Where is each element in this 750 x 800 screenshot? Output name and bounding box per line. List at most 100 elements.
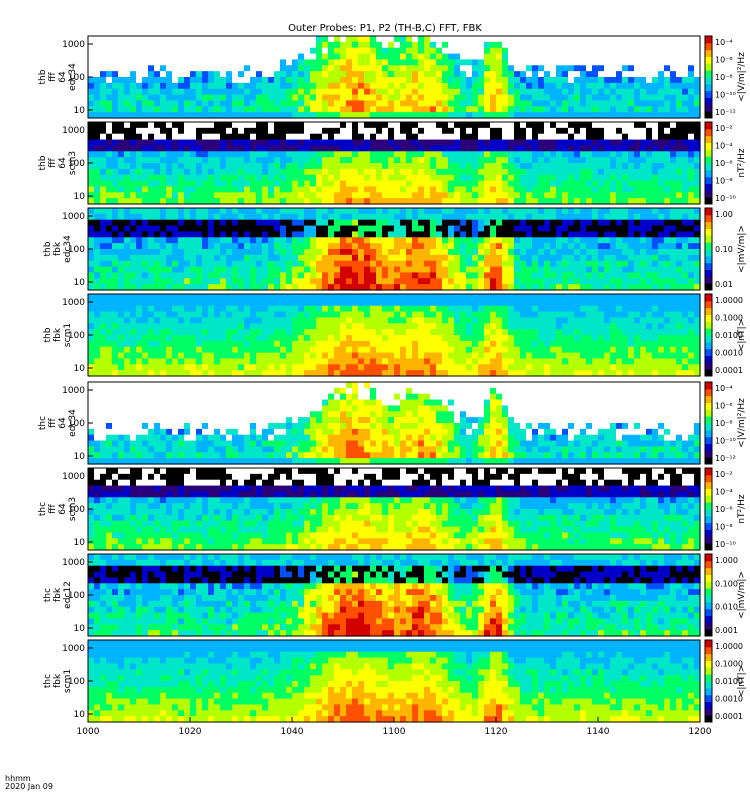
heatmap-cell <box>226 317 233 324</box>
heatmap-cell <box>340 272 347 279</box>
heatmap-cell <box>226 157 233 164</box>
heatmap-cell <box>136 284 143 291</box>
heatmap-cell <box>250 329 257 336</box>
heatmap-cell <box>526 88 533 96</box>
heatmap-cell <box>124 47 131 55</box>
heatmap-cell <box>592 106 599 113</box>
heatmap-cell <box>322 323 329 330</box>
heatmap-cell <box>112 294 119 301</box>
heatmap-cell <box>262 352 269 360</box>
heatmap-cell <box>310 106 317 113</box>
heatmap-cell <box>286 139 293 147</box>
heatmap-cell <box>172 106 179 113</box>
heatmap-cell <box>268 133 275 141</box>
heatmap-cell <box>448 112 455 119</box>
heatmap-cell <box>454 47 461 55</box>
heatmap-cell <box>388 249 395 256</box>
heatmap-cell <box>178 278 185 285</box>
heatmap-cell <box>604 106 611 113</box>
heatmap-cell <box>322 122 329 129</box>
heatmap-cell <box>478 260 485 268</box>
heatmap-cell <box>214 88 221 96</box>
heatmap-cell <box>250 370 257 377</box>
heatmap-cell <box>400 36 407 43</box>
heatmap-cell <box>400 82 407 90</box>
heatmap-cell <box>664 106 671 113</box>
heatmap-cell <box>346 208 353 215</box>
heatmap-cell <box>388 65 395 72</box>
heatmap-cell <box>580 157 587 164</box>
heatmap-cell <box>262 198 269 205</box>
heatmap-cell <box>460 208 467 215</box>
heatmap-cell <box>400 88 407 96</box>
heatmap-cell <box>94 151 101 158</box>
heatmap-cell <box>100 174 107 182</box>
heatmap-cell <box>694 100 701 107</box>
heatmap-cell <box>220 157 227 164</box>
heatmap-cell <box>250 249 257 256</box>
heatmap-cell <box>568 168 575 176</box>
heatmap-cell <box>142 260 149 268</box>
heatmap-cell <box>520 100 527 107</box>
heatmap-cell <box>628 157 635 164</box>
heatmap-cell <box>598 139 605 147</box>
heatmap-cell <box>694 47 701 55</box>
heatmap-cell <box>658 243 665 250</box>
heatmap-cell <box>424 139 431 147</box>
heatmap-cell <box>292 168 299 176</box>
heatmap-cell <box>232 151 239 158</box>
heatmap-cell <box>502 41 509 49</box>
heatmap-cell <box>106 278 113 285</box>
heatmap-cell <box>118 266 125 274</box>
heatmap-cell <box>274 106 281 113</box>
heatmap-cell <box>376 112 383 119</box>
heatmap-cell <box>88 249 95 256</box>
heatmap-cell <box>388 231 395 238</box>
heatmap-cell <box>622 106 629 113</box>
heatmap-cell <box>190 186 197 193</box>
heatmap-cell <box>130 53 137 61</box>
heatmap-cell <box>340 106 347 113</box>
heatmap-cell <box>370 151 377 158</box>
heatmap-cell <box>226 213 233 221</box>
heatmap-cell <box>88 145 95 152</box>
heatmap-cell <box>508 272 515 279</box>
heatmap-cell <box>124 157 131 164</box>
heatmap-cell <box>142 352 149 360</box>
heatmap-cell <box>136 346 143 354</box>
heatmap-cell <box>136 323 143 330</box>
heatmap-cell <box>334 323 341 330</box>
heatmap-cell <box>586 71 593 78</box>
heatmap-cell <box>472 122 479 129</box>
heatmap-cell <box>142 278 149 285</box>
heatmap-cell <box>532 272 539 279</box>
heatmap-cell <box>376 192 383 199</box>
heatmap-cell <box>466 272 473 279</box>
heatmap-cell <box>202 352 209 360</box>
heatmap-cell <box>628 100 635 107</box>
heatmap-cell <box>220 231 227 238</box>
heatmap-cell <box>346 340 353 348</box>
heatmap-cell <box>640 237 647 244</box>
heatmap-cell <box>634 225 641 233</box>
heatmap-cell <box>634 88 641 96</box>
heatmap-cell <box>160 82 167 90</box>
heatmap-cell <box>166 168 173 176</box>
heatmap-cell <box>232 329 239 336</box>
heatmap-cell <box>268 294 275 301</box>
heatmap-cell <box>598 266 605 274</box>
heatmap-cell <box>394 157 401 164</box>
heatmap-cell <box>406 112 413 119</box>
heatmap-cell <box>460 157 467 164</box>
heatmap-cell <box>100 112 107 119</box>
heatmap-cell <box>478 133 485 141</box>
heatmap-cell <box>124 139 131 147</box>
heatmap-cell <box>550 168 557 176</box>
heatmap-cell <box>442 225 449 233</box>
heatmap-cell <box>514 106 521 113</box>
heatmap-cell <box>262 317 269 324</box>
heatmap-cell <box>208 106 215 113</box>
heatmap-cell <box>694 94 701 102</box>
heatmap-cell <box>436 82 443 90</box>
heatmap-cell <box>94 65 101 72</box>
